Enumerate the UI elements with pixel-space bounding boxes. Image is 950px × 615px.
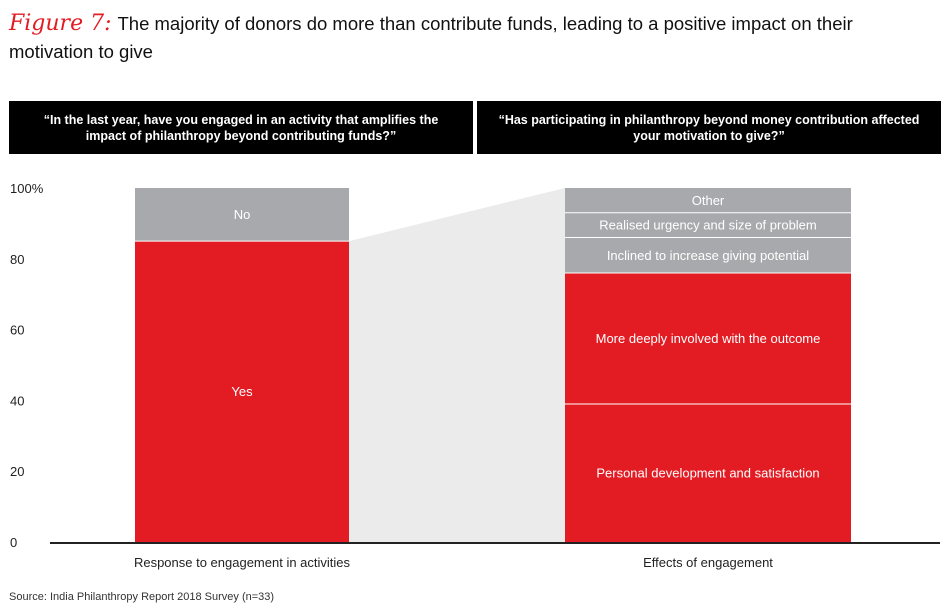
y-tick-label-2: 40 (10, 393, 24, 408)
chart-title: Figure 7: The majority of donors do more … (9, 10, 939, 66)
y-tick-label-0: 0 (10, 535, 17, 550)
bar-segment-1-0 (565, 403, 851, 542)
bar-segment-1-2 (565, 237, 851, 273)
bar-segment-0-0 (135, 241, 349, 542)
bar-segment-1-3 (565, 212, 851, 238)
question-right-text: “Has participating in philanthropy beyon… (498, 112, 920, 143)
bar-segment-0-1 (135, 188, 349, 242)
question-header-left: “In the last year, have you engaged in a… (9, 101, 473, 154)
segment-label-0-0: Yes (231, 384, 253, 399)
segment-label-1-1: More deeply involved with the outcome (596, 331, 821, 346)
segment-label-1-4: Other (692, 193, 725, 208)
segment-label-0-1: No (234, 207, 251, 222)
connector-band (349, 188, 565, 542)
title-text: The majority of donors do more than cont… (9, 13, 853, 62)
y-tick-label-3: 60 (10, 323, 24, 338)
category-label-0: Response to engagement in activities (134, 555, 351, 570)
y-tick-label-4: 80 (10, 252, 24, 267)
bar-segment-1-4 (565, 188, 851, 213)
segment-label-1-3: Realised urgency and size of problem (599, 218, 817, 233)
question-left-text: “In the last year, have you engaged in a… (43, 112, 439, 143)
question-header-right: “Has participating in philanthropy beyon… (477, 101, 941, 154)
source-note: Source: India Philanthropy Report 2018 S… (9, 591, 275, 603)
figure-label: Figure 7: (9, 11, 112, 36)
y-tick-label-1: 20 (10, 464, 24, 479)
segment-label-1-2: Inclined to increase giving potential (607, 248, 809, 263)
category-label-1: Effects of engagement (643, 555, 773, 570)
y-tick-label-5: 100% (10, 181, 44, 196)
bar-segment-1-1 (565, 272, 851, 404)
segment-label-1-0: Personal development and satisfaction (596, 465, 819, 480)
